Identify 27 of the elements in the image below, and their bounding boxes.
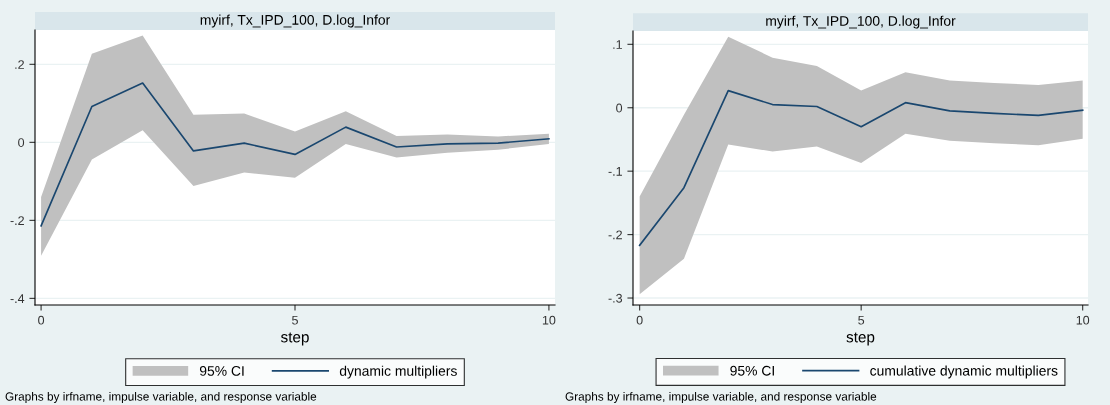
x-tick-label: 0 xyxy=(636,315,643,325)
y-tick-label: -.1 xyxy=(608,167,622,176)
x-tick-label: 0 xyxy=(38,315,45,325)
y-tick-label: -.3 xyxy=(608,293,623,303)
text: Graphs by irfname, impulse variable, and response variable xyxy=(565,391,877,403)
x-tick-label: 5 xyxy=(292,315,298,325)
y-tick-label: .1 xyxy=(613,40,622,49)
y-tick-label: 0 xyxy=(616,103,623,113)
y-tick-label: -.2 xyxy=(608,230,622,240)
x-tick-label: 10 xyxy=(542,315,556,325)
y-tick-label: -.4 xyxy=(10,294,25,303)
text: 95% CI xyxy=(199,366,244,376)
x-axis-title: step xyxy=(846,332,875,346)
text: Graphs by irfname, impulse variable, and response variable xyxy=(5,391,317,403)
x-axis-title: step xyxy=(280,332,309,346)
text: 95% CI xyxy=(730,365,774,376)
line-series xyxy=(40,82,550,227)
y-tick-label: 0 xyxy=(18,138,25,147)
chart-title: myirf, Tx_IPD_100, D.log_Infor xyxy=(766,15,956,29)
y-tick-label: -.2 xyxy=(10,216,24,225)
line-series xyxy=(638,89,1084,247)
legend-label: cumulative dynamic multipliers xyxy=(870,365,1058,379)
x-tick-label: 5 xyxy=(858,315,865,325)
chart-title: myirf, Tx_IPD_100, D.log_Infor xyxy=(200,14,390,28)
legend-label: dynamic multipliers xyxy=(339,365,457,379)
x-tick-label: 10 xyxy=(1076,315,1090,325)
y-tick-label: .2 xyxy=(15,60,24,69)
